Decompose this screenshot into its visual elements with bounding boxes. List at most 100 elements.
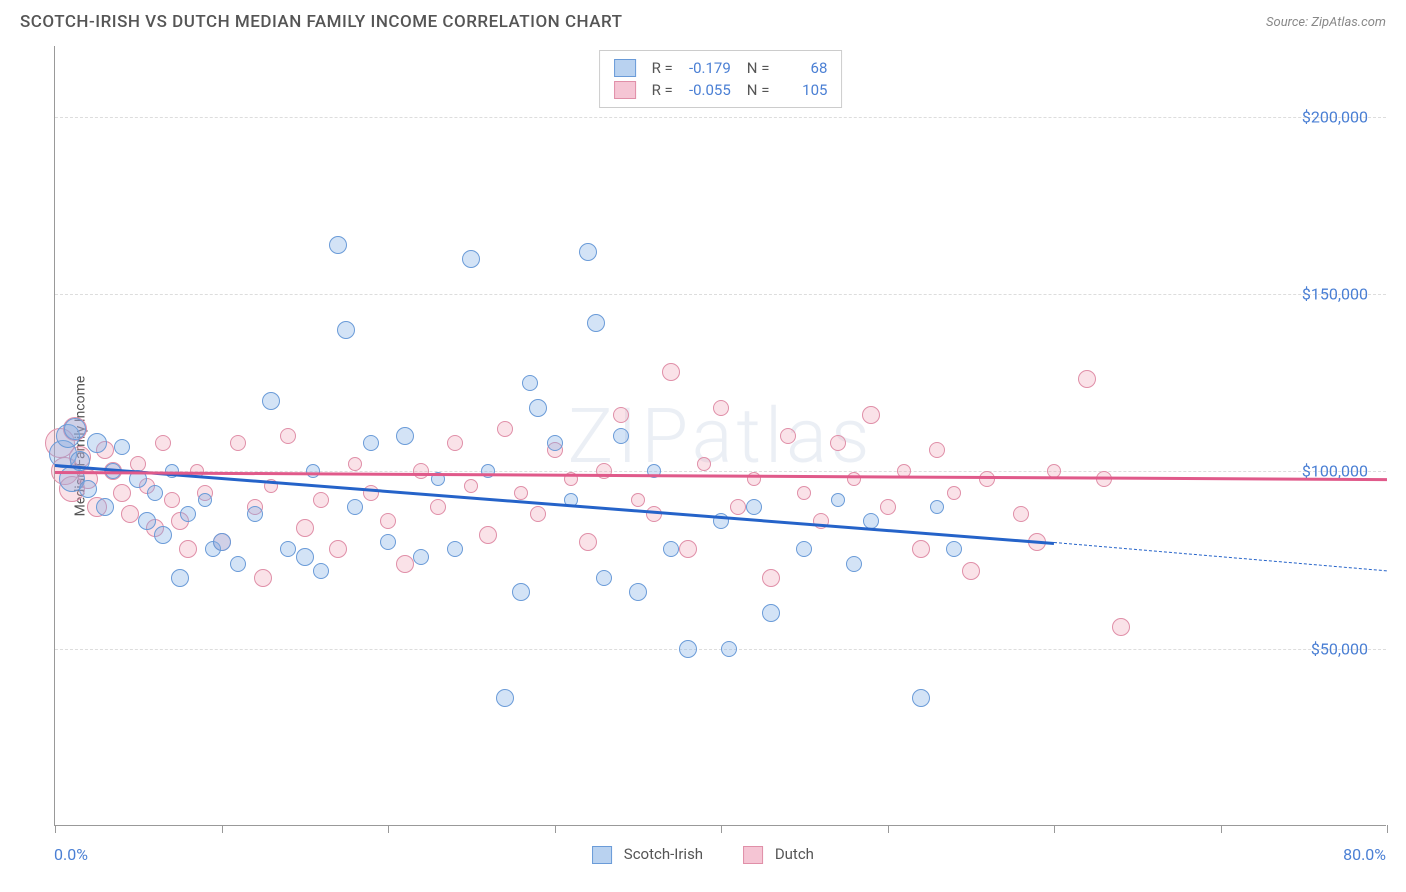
data-point bbox=[280, 541, 296, 557]
data-point bbox=[247, 506, 263, 522]
data-point bbox=[114, 439, 130, 455]
x-tick bbox=[1387, 825, 1388, 833]
correlation-legend: R = -0.179 N = 68 R = -0.055 N = 105 bbox=[599, 50, 843, 108]
legend-row-dutch: R = -0.055 N = 105 bbox=[614, 79, 828, 101]
legend-label-dutch: Dutch bbox=[775, 845, 814, 863]
data-point bbox=[396, 555, 414, 573]
gridline bbox=[55, 294, 1386, 295]
data-point bbox=[613, 428, 629, 444]
data-point bbox=[447, 541, 463, 557]
data-point bbox=[663, 541, 679, 557]
chart-title: SCOTCH-IRISH VS DUTCH MEDIAN FAMILY INCO… bbox=[20, 12, 623, 32]
x-tick bbox=[721, 825, 722, 833]
data-point bbox=[347, 499, 363, 515]
source-label: Source: ZipAtlas.com bbox=[1266, 15, 1386, 30]
data-point bbox=[522, 375, 538, 391]
legend-swatch-blue-icon bbox=[592, 846, 612, 864]
data-point bbox=[780, 428, 796, 444]
legend-n-value-blue: 68 bbox=[779, 59, 827, 77]
data-point bbox=[631, 493, 645, 507]
data-point bbox=[154, 526, 172, 544]
data-point bbox=[514, 486, 528, 500]
data-point bbox=[713, 400, 729, 416]
data-point bbox=[1112, 618, 1130, 636]
data-point bbox=[464, 479, 478, 493]
y-tick-label: $150,000 bbox=[1302, 285, 1368, 304]
legend-swatch-blue bbox=[614, 59, 636, 77]
data-point bbox=[529, 399, 547, 417]
data-point bbox=[679, 540, 697, 558]
data-point bbox=[198, 493, 212, 507]
data-point bbox=[847, 472, 861, 486]
data-point bbox=[380, 534, 396, 550]
data-point bbox=[363, 435, 379, 451]
data-point bbox=[662, 363, 680, 381]
data-point bbox=[587, 314, 605, 332]
chart-plot-area: ZIPatlas R = -0.179 N = 68 R = -0.055 N … bbox=[54, 46, 1386, 826]
series-legend: Scotch-Irish Dutch bbox=[592, 845, 814, 864]
data-point bbox=[496, 689, 514, 707]
data-point bbox=[912, 689, 930, 707]
data-point bbox=[171, 569, 189, 587]
data-point bbox=[280, 428, 296, 444]
data-point bbox=[730, 499, 746, 515]
data-point bbox=[746, 499, 762, 515]
data-point bbox=[396, 427, 414, 445]
data-point bbox=[880, 499, 896, 515]
x-axis-end-label: 80.0% bbox=[1343, 845, 1386, 864]
data-point bbox=[497, 421, 513, 437]
data-point bbox=[762, 569, 780, 587]
legend-row-scotch-irish: R = -0.179 N = 68 bbox=[614, 57, 828, 79]
data-point bbox=[547, 435, 563, 451]
data-point bbox=[155, 435, 171, 451]
data-point bbox=[831, 493, 845, 507]
data-point bbox=[348, 457, 362, 471]
data-point bbox=[138, 512, 156, 530]
data-point bbox=[912, 540, 930, 558]
data-point bbox=[947, 486, 961, 500]
x-tick bbox=[555, 825, 556, 833]
data-point bbox=[64, 418, 86, 440]
data-point bbox=[929, 442, 945, 458]
data-point bbox=[147, 485, 163, 501]
data-point bbox=[796, 541, 812, 557]
data-point bbox=[946, 541, 962, 557]
x-axis-start-label: 0.0% bbox=[54, 845, 88, 864]
x-tick bbox=[1054, 825, 1055, 833]
data-point bbox=[179, 540, 197, 558]
x-tick bbox=[222, 825, 223, 833]
legend-label-scotch-irish: Scotch-Irish bbox=[624, 845, 703, 863]
legend-item-scotch-irish: Scotch-Irish bbox=[592, 845, 703, 864]
legend-n-label: N = bbox=[747, 81, 770, 99]
data-point bbox=[180, 506, 196, 522]
data-point bbox=[797, 486, 811, 500]
legend-n-label: N = bbox=[747, 59, 770, 77]
data-point bbox=[230, 556, 246, 572]
data-point bbox=[930, 500, 944, 514]
data-point bbox=[262, 392, 280, 410]
legend-r-value-blue: -0.179 bbox=[683, 59, 731, 77]
data-point bbox=[121, 505, 139, 523]
trend-line-dashed bbox=[1054, 542, 1387, 571]
legend-r-label: R = bbox=[652, 59, 673, 77]
data-point bbox=[747, 472, 761, 486]
data-point bbox=[462, 250, 480, 268]
legend-r-value-pink: -0.055 bbox=[683, 81, 731, 99]
data-point bbox=[430, 499, 446, 515]
data-point bbox=[1078, 370, 1096, 388]
data-point bbox=[697, 457, 711, 471]
data-point bbox=[113, 484, 131, 502]
data-point bbox=[413, 549, 429, 565]
x-tick bbox=[388, 825, 389, 833]
data-point bbox=[579, 243, 597, 261]
legend-item-dutch: Dutch bbox=[743, 845, 814, 864]
data-point bbox=[230, 435, 246, 451]
data-point bbox=[87, 433, 107, 453]
data-point bbox=[979, 471, 995, 487]
data-point bbox=[296, 548, 314, 566]
data-point bbox=[447, 435, 463, 451]
data-point bbox=[646, 506, 662, 522]
y-tick-label: $50,000 bbox=[1311, 639, 1368, 658]
data-point bbox=[296, 519, 314, 537]
data-point bbox=[596, 570, 612, 586]
